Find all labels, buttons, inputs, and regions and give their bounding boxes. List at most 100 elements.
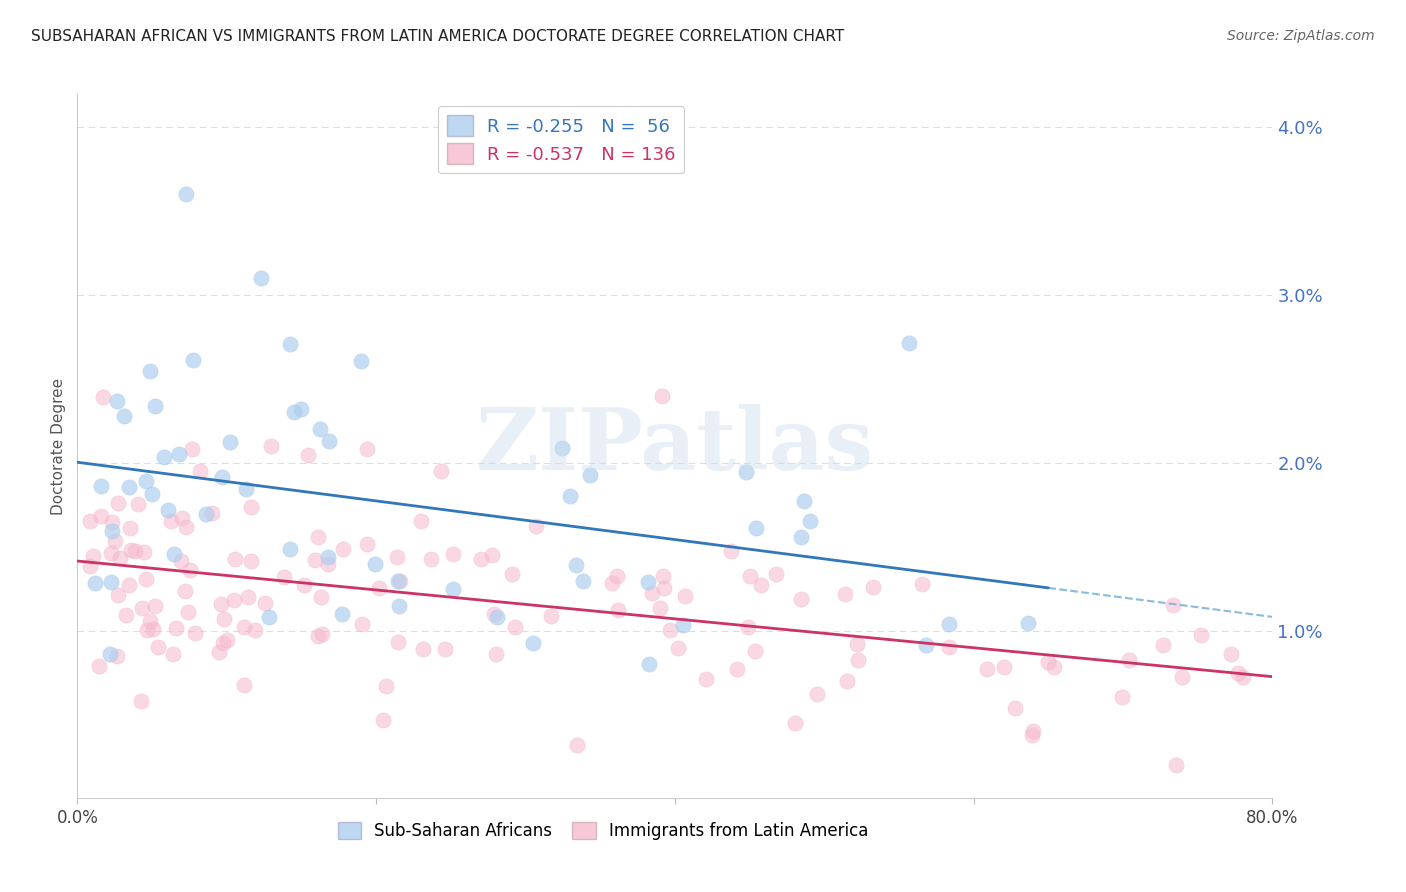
Point — [240, 554, 263, 568]
Point — [364, 557, 387, 571]
Point — [1226, 665, 1249, 680]
Point — [1161, 598, 1184, 612]
Y-axis label: Doctorate Degree: Doctorate Degree — [51, 377, 66, 515]
Point — [522, 636, 544, 650]
Point — [371, 713, 394, 727]
Point — [208, 645, 231, 659]
Point — [118, 521, 141, 535]
Point — [1111, 690, 1133, 705]
Point — [368, 582, 391, 596]
Point — [673, 589, 696, 603]
Point — [799, 514, 821, 528]
Text: SUBSAHARAN AFRICAN VS IMMIGRANTS FROM LATIN AMERICA DOCTORATE DEGREE CORRELATION: SUBSAHARAN AFRICAN VS IMMIGRANTS FROM LA… — [31, 29, 844, 45]
Point — [524, 519, 547, 533]
Point — [350, 617, 373, 632]
Point — [307, 530, 329, 544]
Point — [89, 658, 111, 673]
Point — [104, 534, 127, 549]
Point — [790, 530, 813, 544]
Point — [142, 623, 165, 637]
Point — [744, 643, 766, 657]
Point — [215, 633, 238, 648]
Point — [1021, 728, 1043, 742]
Point — [91, 390, 114, 404]
Point — [100, 546, 122, 560]
Point — [441, 547, 464, 561]
Point — [90, 479, 112, 493]
Point — [174, 187, 197, 202]
Point — [273, 570, 295, 584]
Point — [162, 648, 184, 662]
Point — [420, 551, 443, 566]
Point — [641, 585, 664, 599]
Point — [145, 400, 167, 414]
Point — [139, 614, 162, 628]
Point — [441, 582, 464, 596]
Point — [101, 524, 124, 539]
Point — [90, 508, 112, 523]
Point — [470, 551, 492, 566]
Point — [897, 336, 920, 351]
Point — [232, 678, 254, 692]
Point — [233, 620, 256, 634]
Point — [211, 470, 233, 484]
Point — [124, 543, 146, 558]
Point — [105, 393, 128, 408]
Point — [239, 500, 262, 515]
Point — [290, 402, 312, 417]
Point — [212, 612, 235, 626]
Point — [316, 558, 339, 572]
Point — [105, 649, 128, 664]
Point — [1164, 757, 1187, 772]
Point — [118, 578, 141, 592]
Point — [485, 609, 508, 624]
Point — [1042, 660, 1064, 674]
Point — [79, 559, 101, 574]
Point — [389, 574, 412, 588]
Point — [793, 494, 815, 508]
Point — [316, 549, 339, 564]
Point — [219, 434, 242, 449]
Point — [79, 514, 101, 528]
Point — [170, 554, 193, 568]
Point — [160, 515, 183, 529]
Point — [600, 575, 623, 590]
Point — [1171, 670, 1194, 684]
Point — [638, 657, 661, 672]
Point — [551, 442, 574, 456]
Point — [409, 514, 432, 528]
Point — [131, 600, 153, 615]
Point — [1219, 647, 1241, 661]
Point — [911, 576, 934, 591]
Point — [135, 572, 157, 586]
Point — [194, 507, 217, 521]
Point — [737, 620, 759, 634]
Point — [790, 591, 813, 606]
Point — [650, 601, 672, 615]
Point — [835, 674, 858, 689]
Point — [1152, 638, 1174, 652]
Point — [100, 575, 122, 590]
Point — [938, 617, 960, 632]
Point — [578, 468, 600, 483]
Point — [309, 590, 332, 604]
Point — [181, 352, 204, 367]
Point — [652, 569, 675, 583]
Point — [1232, 670, 1254, 684]
Point — [720, 544, 742, 558]
Point — [374, 679, 396, 693]
Point — [848, 653, 870, 667]
Point — [695, 673, 717, 687]
Point — [388, 599, 411, 613]
Point — [297, 448, 319, 462]
Point — [565, 738, 588, 752]
Point — [84, 575, 107, 590]
Point — [564, 558, 586, 572]
Point — [304, 553, 326, 567]
Point — [658, 623, 681, 637]
Point — [1118, 653, 1140, 667]
Point — [135, 475, 157, 489]
Point — [209, 597, 232, 611]
Point — [100, 515, 122, 529]
Point — [482, 607, 505, 621]
